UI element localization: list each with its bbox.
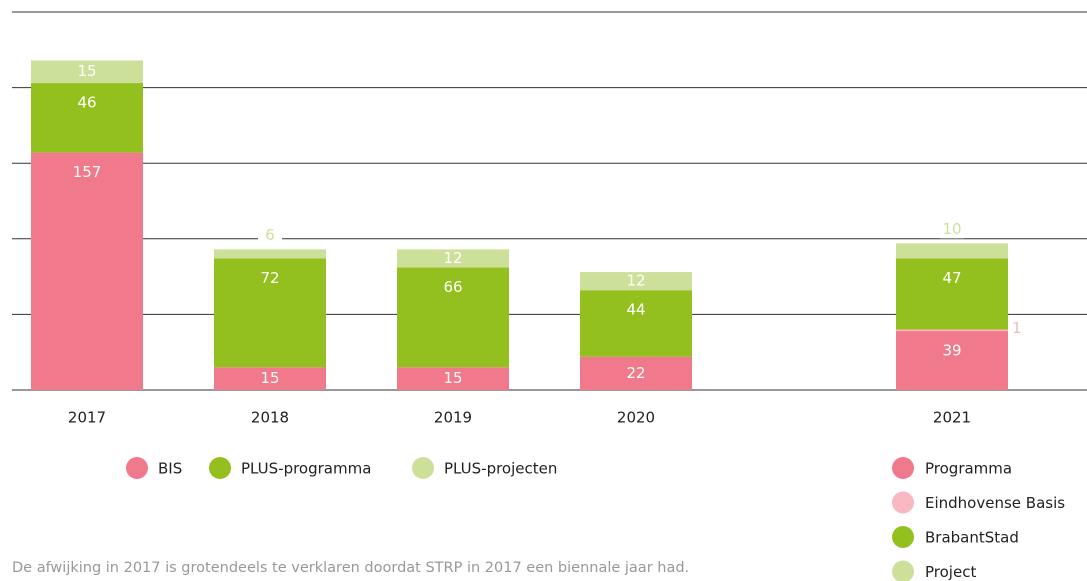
x-tick-label: 2019 — [434, 409, 472, 427]
value-label: 46 — [77, 94, 96, 112]
value-label: 66 — [443, 278, 462, 296]
label-background — [258, 226, 282, 245]
label-background — [940, 220, 964, 239]
bar-segment — [214, 249, 326, 259]
value-label: 1 — [1012, 319, 1022, 337]
legend-label: BrabantStad — [925, 529, 1019, 547]
bar-segment — [896, 258, 1008, 330]
bar-segment — [31, 152, 143, 390]
x-tick-label: 2017 — [68, 409, 106, 427]
bar-segment — [580, 272, 692, 291]
bar-segment — [896, 243, 1008, 259]
legend-label: Programma — [925, 460, 1012, 478]
legend-label: Eindhovense Basis — [925, 494, 1065, 512]
legend-label: PLUS-projecten — [444, 460, 557, 478]
bar-segment — [31, 60, 143, 84]
annotation: De afwijking in 2017 is grotendeels te v… — [12, 560, 689, 576]
value-label: 22 — [626, 364, 645, 382]
legend-swatch — [892, 491, 914, 514]
legend-swatch — [892, 526, 914, 548]
value-label: 6 — [265, 226, 275, 244]
value-label: 12 — [626, 272, 645, 290]
value-label: 10 — [942, 220, 961, 238]
value-label: 72 — [260, 269, 279, 287]
bar-segment — [31, 83, 143, 153]
x-tick-label: 2018 — [251, 409, 289, 427]
bar-segment — [397, 249, 509, 268]
legend-label: PLUS-programma — [241, 460, 371, 478]
value-label: 47 — [942, 269, 961, 287]
legend-swatch — [892, 560, 914, 581]
legend-swatch — [209, 457, 231, 479]
value-label: 15 — [260, 369, 279, 387]
value-label: 15 — [77, 62, 96, 80]
x-tick-label: 2021 — [933, 409, 971, 427]
bar-segment — [896, 331, 1008, 390]
value-label: 12 — [443, 249, 462, 267]
x-tick-label: 2020 — [617, 409, 655, 427]
bar-segment — [397, 267, 509, 368]
bar-segment — [214, 367, 326, 390]
legend-label: BIS — [158, 460, 182, 478]
value-label: 15 — [443, 369, 462, 387]
legend-swatch — [412, 457, 434, 479]
value-label: 39 — [942, 342, 961, 360]
bar-segment — [896, 329, 1008, 332]
legend-swatch — [892, 457, 914, 479]
bar-segment — [580, 290, 692, 357]
value-label: 44 — [626, 301, 645, 319]
legend-swatch — [126, 457, 148, 479]
value-label: 157 — [73, 163, 102, 181]
legend-label: Project — [925, 563, 976, 581]
bar-segment — [214, 258, 326, 368]
bar-segment — [397, 367, 509, 390]
bar-segment — [580, 356, 692, 390]
